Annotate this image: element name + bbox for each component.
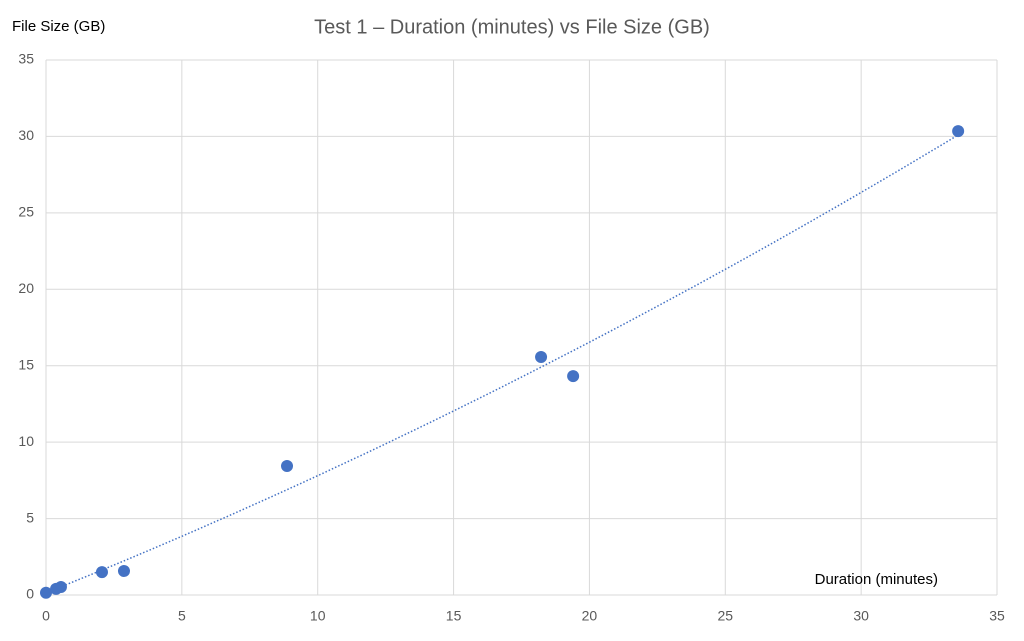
point	[40, 586, 52, 599]
point	[95, 566, 108, 579]
point	[281, 459, 294, 472]
y-tick-label: 5	[26, 509, 34, 525]
trendline	[45, 134, 959, 594]
x-tick-label: 0	[42, 608, 50, 624]
x-tick-label: 5	[178, 608, 186, 624]
y-tick-label: 30	[18, 127, 34, 143]
x-tick-label: 10	[310, 608, 326, 624]
point	[952, 125, 965, 138]
point	[535, 351, 548, 364]
y-tick-label: 0	[26, 586, 34, 602]
x-tick-label: 25	[717, 608, 733, 624]
y-tick-label: 10	[18, 433, 34, 449]
point	[567, 370, 580, 383]
y-tick-label: 35	[18, 51, 34, 67]
point	[54, 581, 67, 594]
y-tick-label: 20	[18, 280, 34, 296]
x-axis-label: Duration (minutes)	[815, 571, 938, 588]
x-tick-label: 30	[853, 608, 869, 624]
y-axis-label: File Size (GB)	[12, 18, 105, 35]
y-tick-label: 15	[18, 356, 34, 372]
x-tick-label: 15	[446, 608, 462, 624]
chart-title: Test 1 – Duration (minutes) vs File Size…	[314, 16, 710, 38]
point	[117, 565, 130, 578]
y-tick-label: 25	[18, 204, 34, 220]
x-tick-label: 20	[582, 608, 598, 624]
x-tick-label: 35	[989, 608, 1005, 624]
